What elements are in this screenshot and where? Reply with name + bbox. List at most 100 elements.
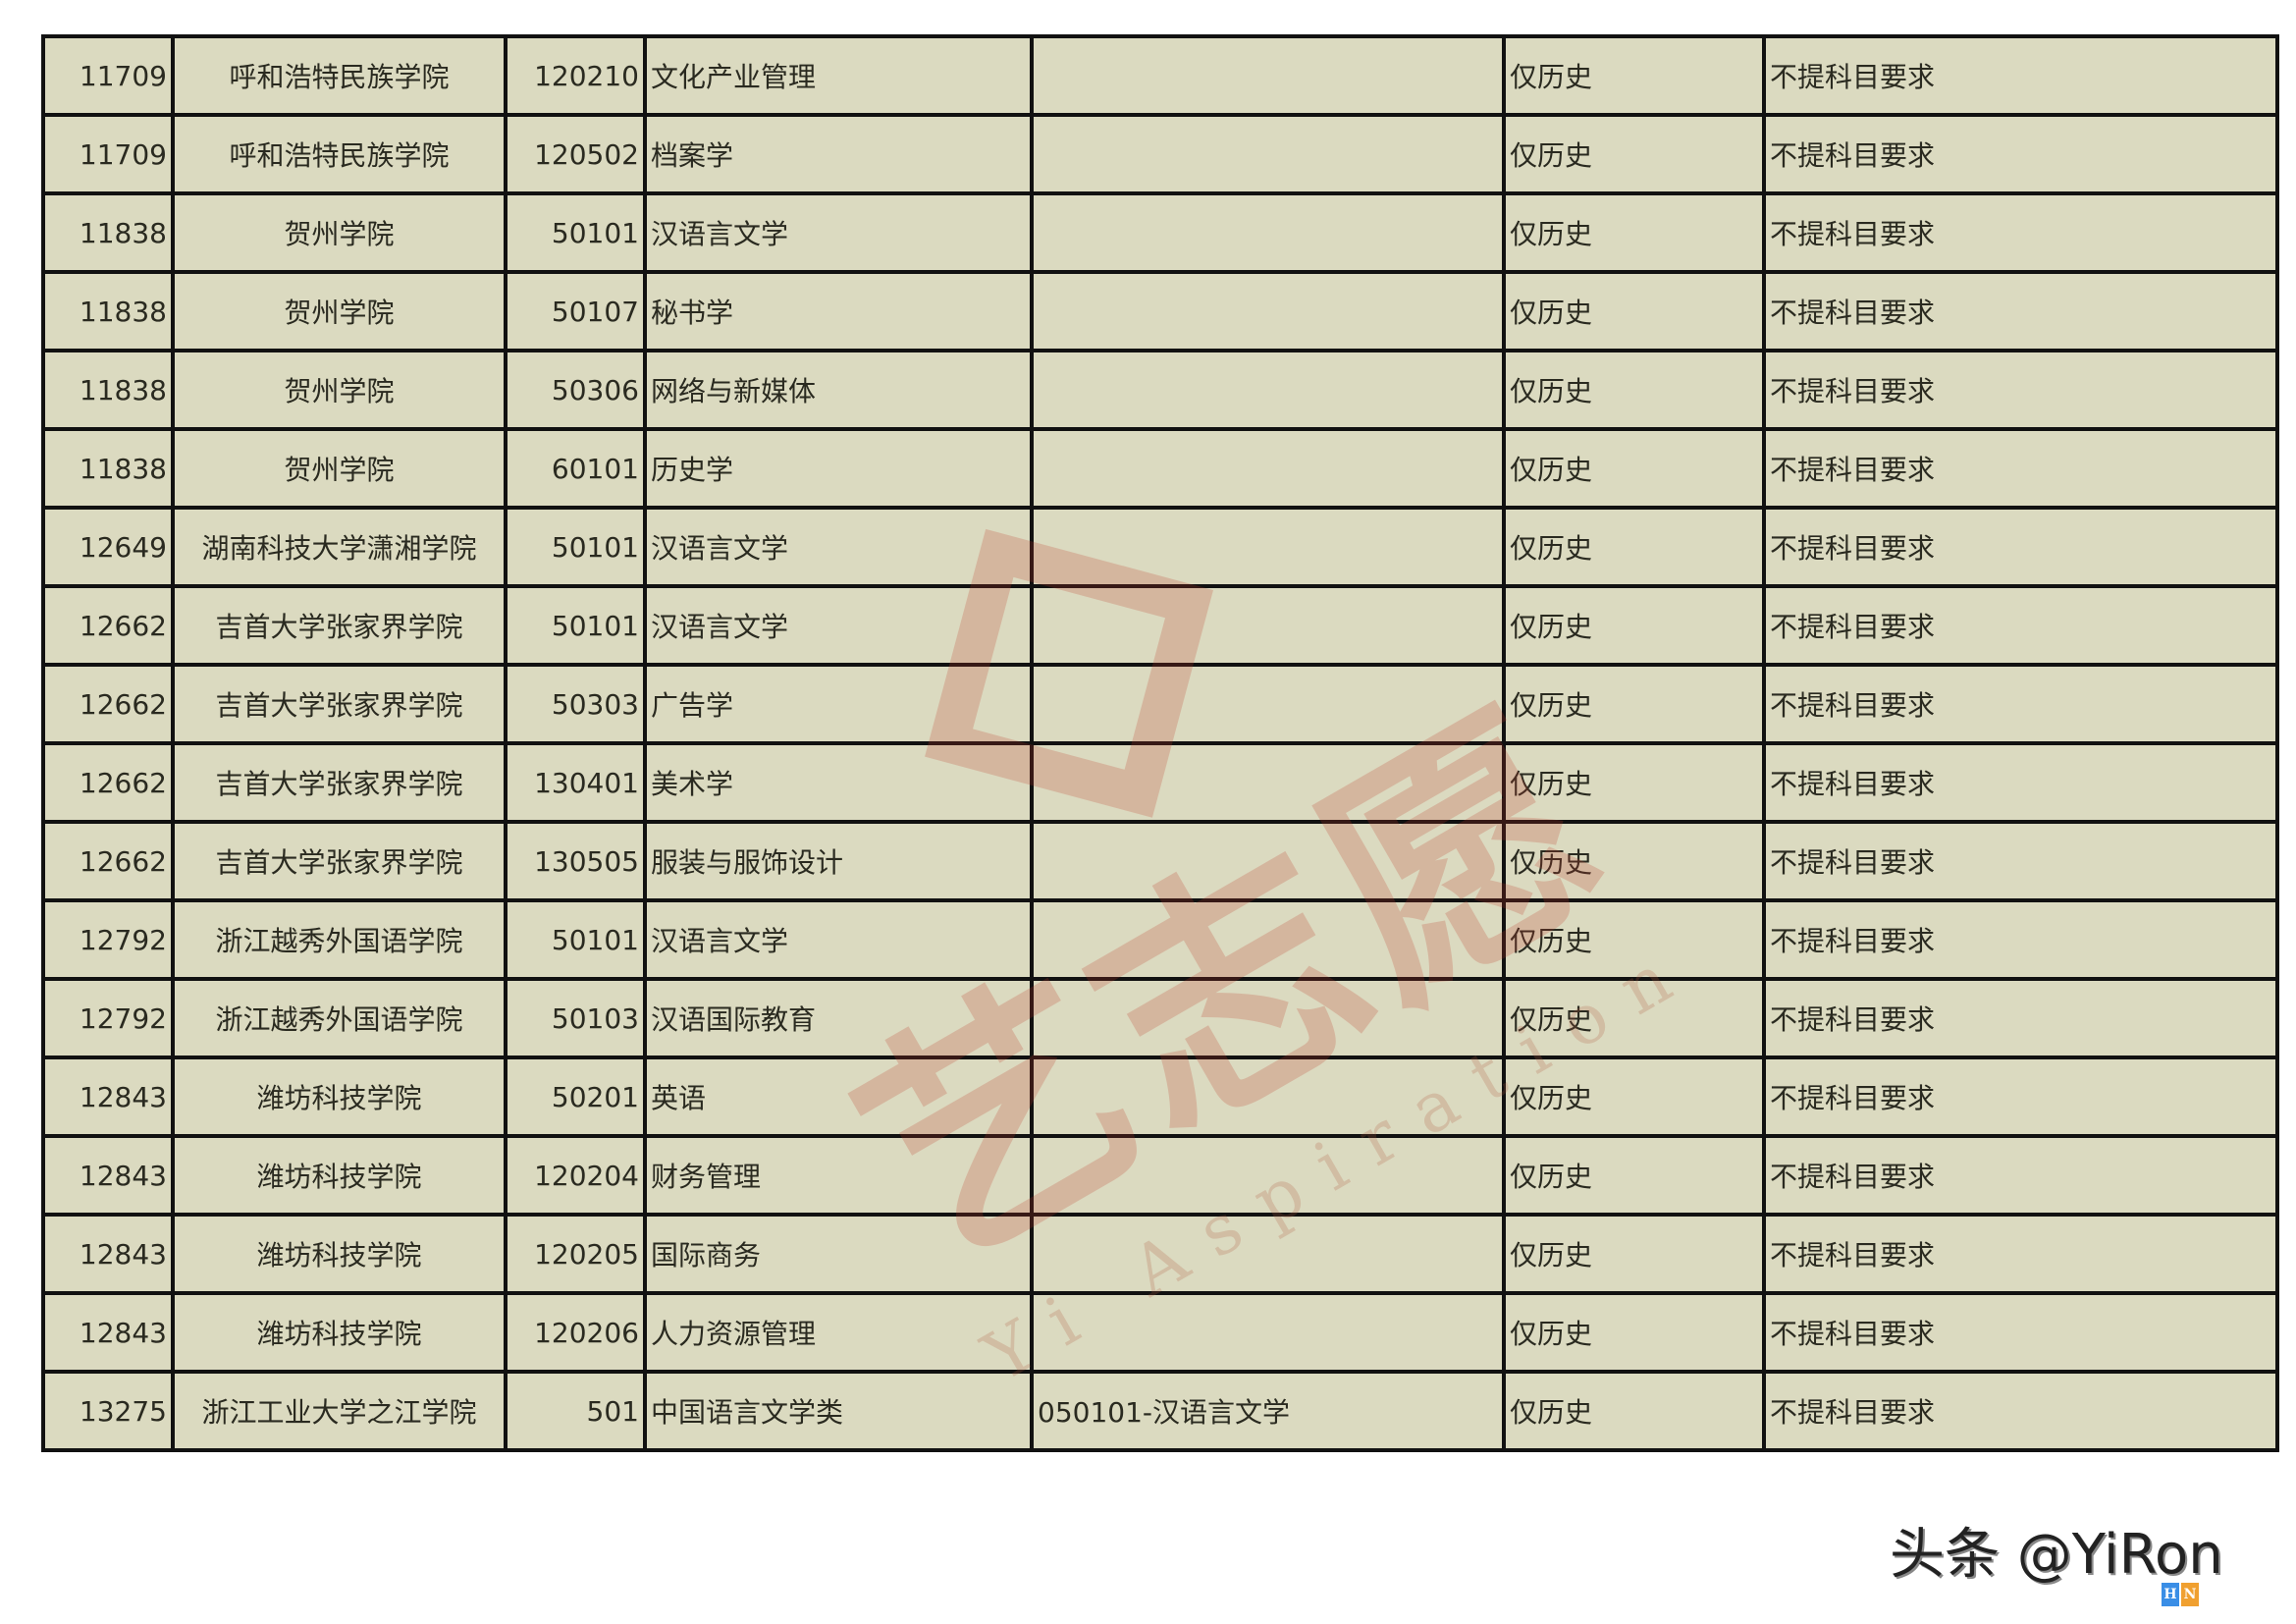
subject-requirement-cell: 仅历史: [1502, 270, 1766, 352]
major-code-cell: 60101: [504, 427, 647, 510]
elective-requirement-cell: 不提科目要求: [1762, 427, 2279, 510]
major-note-cell: [1030, 741, 1506, 824]
subject-requirement-cell: 仅历史: [1502, 506, 1766, 588]
school-name-cell: 呼和浩特民族学院: [171, 34, 507, 117]
table-row: 12792 浙江越秀外国语学院 50101 汉语言文学 仅历史 不提科目要求: [41, 898, 2279, 981]
major-note-cell: [1030, 191, 1506, 274]
school-code-cell: 12662: [41, 741, 175, 824]
elective-requirement-cell: 不提科目要求: [1762, 191, 2279, 274]
school-code-cell: 12792: [41, 977, 175, 1059]
major-code-cell: 50306: [504, 349, 647, 431]
major-name-cell: 文化产业管理: [643, 34, 1034, 117]
subject-requirement-cell: 仅历史: [1502, 1291, 1766, 1374]
school-name-cell: 贺州学院: [171, 427, 507, 510]
major-note-cell: [1030, 898, 1506, 981]
major-note-cell: 050101-汉语言文学: [1030, 1370, 1506, 1452]
table-row: 13275 浙江工业大学之江学院 501 中国语言文学类 050101-汉语言文学 仅历史…: [41, 1370, 2279, 1452]
school-code-cell: 12843: [41, 1291, 175, 1374]
subject-requirement-cell: 仅历史: [1502, 191, 1766, 274]
school-name-cell: 贺州学院: [171, 270, 507, 352]
elective-requirement-cell: 不提科目要求: [1762, 113, 2279, 195]
school-name-cell: 吉首大学张家界学院: [171, 820, 507, 902]
major-note-cell: [1030, 270, 1506, 352]
major-name-cell: 汉语言文学: [643, 898, 1034, 981]
elective-requirement-cell: 不提科目要求: [1762, 820, 2279, 902]
major-note-cell: [1030, 349, 1506, 431]
major-code-cell: 50107: [504, 270, 647, 352]
table-row: 11838 贺州学院 60101 历史学 仅历史 不提科目要求: [41, 427, 2279, 510]
major-code-cell: 130505: [504, 820, 647, 902]
subject-requirement-cell: 仅历史: [1502, 1213, 1766, 1295]
major-code-cell: 120210: [504, 34, 647, 117]
subject-requirement-cell: 仅历史: [1502, 898, 1766, 981]
table-row: 12843 潍坊科技学院 120204 财务管理 仅历史 不提科目要求: [41, 1134, 2279, 1217]
major-note-cell: [1030, 1291, 1506, 1374]
major-name-cell: 国际商务: [643, 1213, 1034, 1295]
major-code-cell: 120502: [504, 113, 647, 195]
elective-requirement-cell: 不提科目要求: [1762, 898, 2279, 981]
hn-logo-icon: H N: [2162, 1583, 2199, 1606]
elective-requirement-cell: 不提科目要求: [1762, 977, 2279, 1059]
elective-requirement-cell: 不提科目要求: [1762, 506, 2279, 588]
major-name-cell: 网络与新媒体: [643, 349, 1034, 431]
table-row: 12662 吉首大学张家界学院 130505 服装与服饰设计 仅历史 不提科目要求: [41, 820, 2279, 902]
school-code-cell: 13275: [41, 1370, 175, 1452]
school-code-cell: 12662: [41, 663, 175, 745]
subject-requirement-cell: 仅历史: [1502, 113, 1766, 195]
elective-requirement-cell: 不提科目要求: [1762, 1213, 2279, 1295]
major-name-cell: 人力资源管理: [643, 1291, 1034, 1374]
elective-requirement-cell: 不提科目要求: [1762, 349, 2279, 431]
school-name-cell: 贺州学院: [171, 191, 507, 274]
elective-requirement-cell: 不提科目要求: [1762, 1291, 2279, 1374]
subject-requirement-cell: 仅历史: [1502, 741, 1766, 824]
major-code-cell: 50101: [504, 191, 647, 274]
subject-requirement-cell: 仅历史: [1502, 1134, 1766, 1217]
major-name-cell: 广告学: [643, 663, 1034, 745]
school-name-cell: 潍坊科技学院: [171, 1213, 507, 1295]
major-note-cell: [1030, 820, 1506, 902]
table-row: 12662 吉首大学张家界学院 130401 美术学 仅历史 不提科目要求: [41, 741, 2279, 824]
school-name-cell: 浙江工业大学之江学院: [171, 1370, 507, 1452]
major-note-cell: [1030, 34, 1506, 117]
major-name-cell: 汉语言文学: [643, 506, 1034, 588]
major-code-cell: 50103: [504, 977, 647, 1059]
major-note-cell: [1030, 1134, 1506, 1217]
major-code-cell: 120206: [504, 1291, 647, 1374]
subject-requirement-cell: 仅历史: [1502, 977, 1766, 1059]
school-name-cell: 湖南科技大学潇湘学院: [171, 506, 507, 588]
major-name-cell: 英语: [643, 1056, 1034, 1138]
school-code-cell: 11709: [41, 34, 175, 117]
major-code-cell: 50101: [504, 584, 647, 667]
school-code-cell: 12843: [41, 1056, 175, 1138]
table-row: 12843 潍坊科技学院 50201 英语 仅历史 不提科目要求: [41, 1056, 2279, 1138]
major-note-cell: [1030, 506, 1506, 588]
table-row: 12843 潍坊科技学院 120205 国际商务 仅历史 不提科目要求: [41, 1213, 2279, 1295]
school-code-cell: 12843: [41, 1134, 175, 1217]
major-note-cell: [1030, 427, 1506, 510]
hn-logo-left: H: [2162, 1583, 2179, 1606]
table-row: 12662 吉首大学张家界学院 50303 广告学 仅历史 不提科目要求: [41, 663, 2279, 745]
subject-requirement-cell: 仅历史: [1502, 663, 1766, 745]
school-code-cell: 12649: [41, 506, 175, 588]
elective-requirement-cell: 不提科目要求: [1762, 1134, 2279, 1217]
table-row: 11709 呼和浩特民族学院 120502 档案学 仅历史 不提科目要求: [41, 113, 2279, 195]
major-name-cell: 历史学: [643, 427, 1034, 510]
major-name-cell: 中国语言文学类: [643, 1370, 1034, 1452]
table-row: 12649 湖南科技大学潇湘学院 50101 汉语言文学 仅历史 不提科目要求: [41, 506, 2279, 588]
elective-requirement-cell: 不提科目要求: [1762, 663, 2279, 745]
school-name-cell: 潍坊科技学院: [171, 1056, 507, 1138]
school-code-cell: 11838: [41, 191, 175, 274]
subject-requirement-cell: 仅历史: [1502, 1056, 1766, 1138]
table-row: 12662 吉首大学张家界学院 50101 汉语言文学 仅历史 不提科目要求: [41, 584, 2279, 667]
elective-requirement-cell: 不提科目要求: [1762, 584, 2279, 667]
subject-requirement-cell: 仅历史: [1502, 427, 1766, 510]
school-code-cell: 11709: [41, 113, 175, 195]
elective-requirement-cell: 不提科目要求: [1762, 741, 2279, 824]
major-note-cell: [1030, 1213, 1506, 1295]
elective-requirement-cell: 不提科目要求: [1762, 1056, 2279, 1138]
table-row: 12792 浙江越秀外国语学院 50103 汉语国际教育 仅历史 不提科目要求: [41, 977, 2279, 1059]
major-code-cell: 50303: [504, 663, 647, 745]
school-name-cell: 吉首大学张家界学院: [171, 584, 507, 667]
major-name-cell: 财务管理: [643, 1134, 1034, 1217]
school-code-cell: 11838: [41, 427, 175, 510]
